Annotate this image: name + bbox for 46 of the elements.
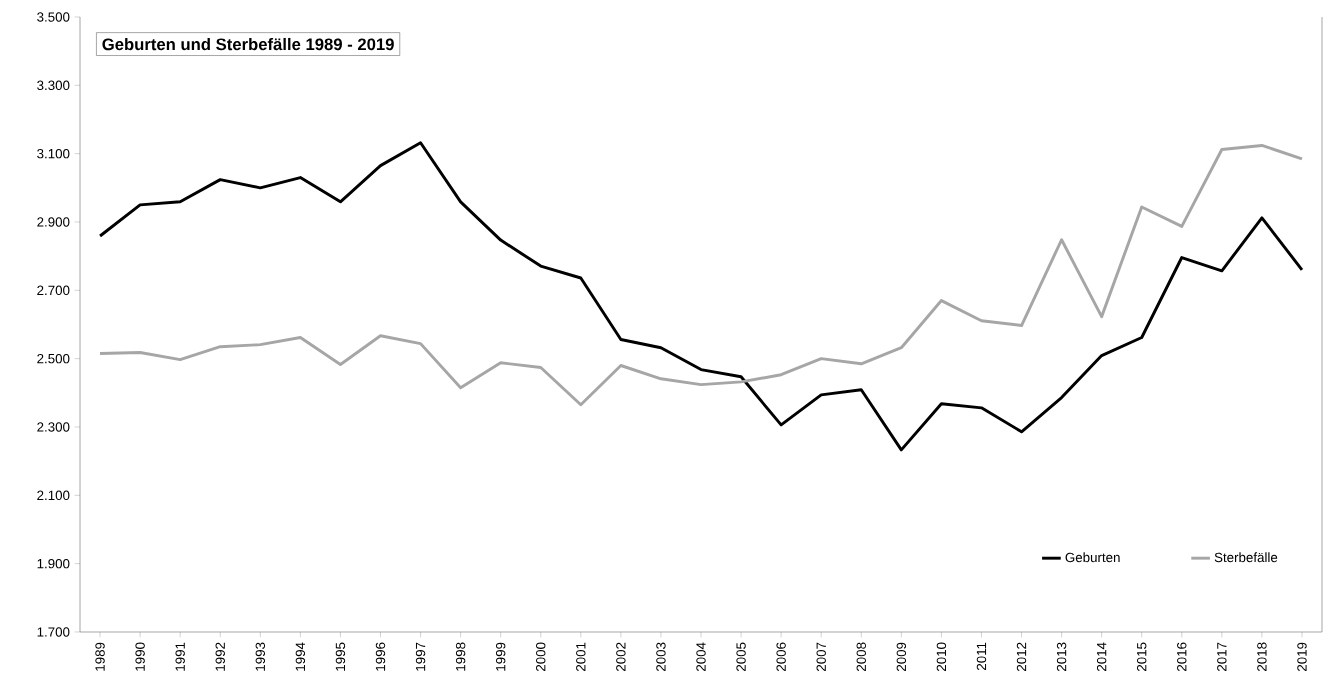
- x-tick-label: 1995: [335, 642, 346, 671]
- y-tick-label: 2.300: [37, 422, 70, 432]
- x-tick-label: 1991: [175, 642, 185, 671]
- legend-label: Geburten: [1065, 552, 1120, 563]
- x-tick-label: 2019: [1297, 642, 1307, 672]
- x-tick-label: 1993: [255, 642, 266, 671]
- y-tick-label: 1.700: [37, 627, 70, 637]
- y-tick-label: 1.900: [37, 558, 70, 569]
- x-tick-label: 1989: [95, 642, 105, 671]
- x-tick-label: 2003: [656, 642, 666, 672]
- x-tick-label: 2008: [856, 642, 866, 672]
- x-tick-label: 1997: [415, 642, 426, 671]
- line-series: [98, 141, 1304, 452]
- y-tick-label: 2.100: [37, 490, 70, 501]
- x-tick-label: 2000: [536, 642, 546, 672]
- x-tick-label: 2007: [816, 642, 826, 672]
- x-tick-label: 1999: [495, 642, 506, 671]
- x-tick-label: 2017: [1217, 642, 1227, 672]
- x-tick-label: 2002: [616, 642, 626, 672]
- x-tick-label: 2014: [1096, 642, 1107, 672]
- text: Geburten und Sterbefälle 1989 - 2019: [102, 37, 394, 51]
- x-tick-label: 2011: [976, 642, 987, 671]
- x-tick-label: 1994: [295, 642, 306, 671]
- y-tick-label: 2.500: [37, 353, 70, 364]
- legend-label: Sterbefälle: [1214, 552, 1278, 563]
- x-tick-label: 2001: [576, 642, 586, 672]
- x-tick-label: 2018: [1257, 642, 1267, 672]
- x-tick-label: 2015: [1137, 642, 1147, 672]
- x-tick-label: 2010: [936, 642, 947, 672]
- y-tick-label: 2.700: [37, 285, 70, 296]
- x-tick-label: 2016: [1177, 642, 1187, 672]
- x-tick-label: 1996: [375, 642, 386, 671]
- x-tick-label: 2012: [1016, 642, 1027, 672]
- x-tick-label: 1998: [455, 642, 466, 671]
- x-tick-label: 2009: [896, 642, 907, 672]
- y-tick-label: 2.900: [37, 217, 70, 227]
- y-tick-label: 3.100: [37, 148, 70, 159]
- x-tick-label: 2006: [776, 642, 786, 672]
- x-tick-label: 1992: [215, 642, 225, 671]
- x-tick-label: 2004: [696, 642, 706, 672]
- line-series: [98, 143, 1304, 407]
- y-tick-label: 3.500: [37, 12, 70, 22]
- y-tick-label: 3.300: [37, 80, 70, 91]
- x-tick-label: 2013: [1056, 642, 1067, 672]
- x-tick-label: 2005: [736, 642, 746, 672]
- x-tick-label: 1990: [135, 642, 145, 671]
